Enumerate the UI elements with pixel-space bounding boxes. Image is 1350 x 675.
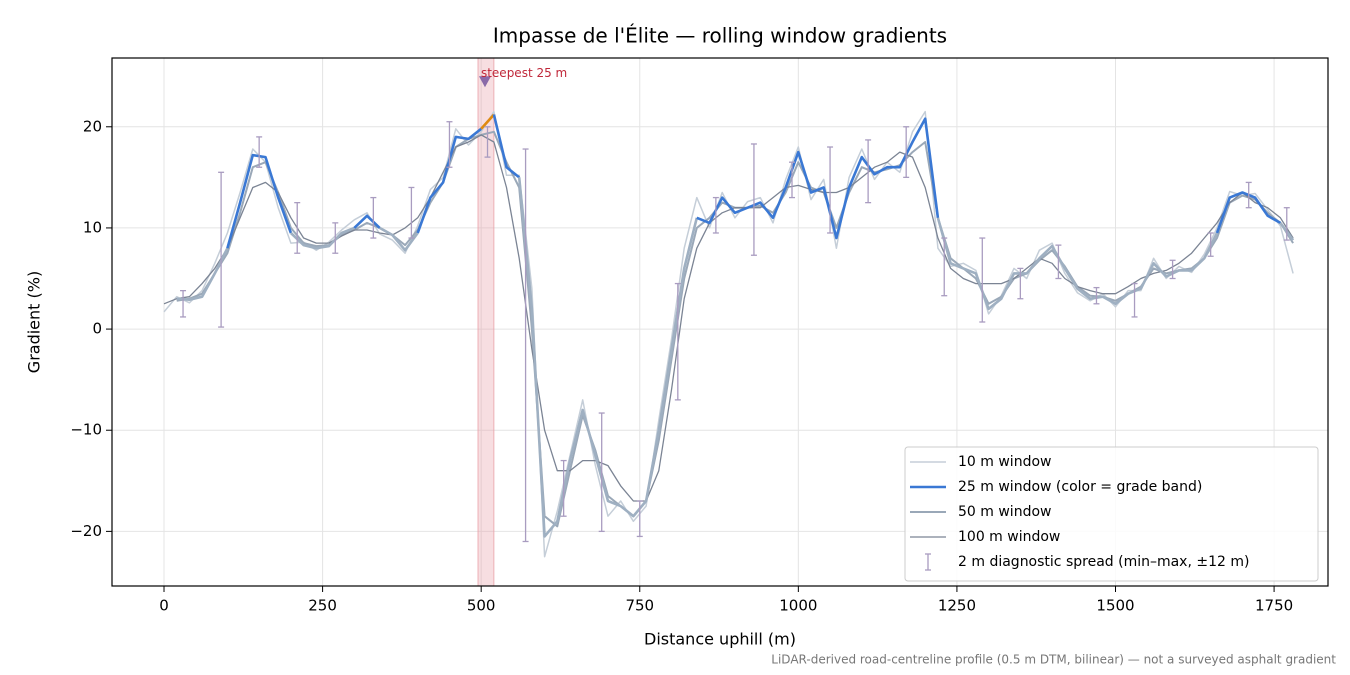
- legend-label: 50 m window: [958, 504, 1051, 520]
- error-bar: [1207, 232, 1214, 257]
- error-bar: [1017, 267, 1024, 300]
- line-segment: [379, 226, 419, 252]
- x-tick-label: 1000: [779, 597, 817, 615]
- line-segment: [936, 217, 1219, 311]
- error-bar: [180, 289, 187, 318]
- footnote: LiDAR-derived road-centreline profile (0…: [771, 653, 1336, 667]
- line-segment: [290, 226, 355, 250]
- legend-label: 2 m diagnostic spread (min–max, ±12 m): [958, 554, 1249, 570]
- legend-box: [904, 446, 1319, 582]
- line-segment: [176, 247, 229, 301]
- legend-label: 100 m window: [958, 529, 1060, 545]
- y-tick-label: −10: [70, 421, 102, 439]
- error-bar: [332, 222, 339, 254]
- legend-label: 25 m window (color = grade band): [958, 479, 1202, 495]
- x-tick-label: 1500: [1096, 597, 1134, 615]
- line: [163, 134, 1294, 502]
- error-bar: [636, 500, 643, 538]
- legend-swatch: [925, 553, 931, 571]
- error-bar: [674, 282, 681, 401]
- y-tick-label: 20: [83, 117, 102, 135]
- error-bar: [1245, 181, 1252, 209]
- error-bar: [788, 161, 795, 199]
- error-bar: [979, 237, 986, 323]
- legend: 10 m window 25 m window (color = grade ba…: [904, 446, 1319, 582]
- error-bar: [712, 196, 719, 234]
- chart-title: Impasse de l'Élite — rolling window grad…: [493, 24, 947, 48]
- line-segment: [492, 114, 521, 179]
- x-tick-label: 1250: [938, 597, 976, 615]
- error-bar: [484, 126, 491, 158]
- line-segment: [696, 117, 940, 240]
- error-bar: [865, 139, 872, 204]
- error-bar: [1169, 259, 1176, 280]
- line-segment: [353, 214, 381, 229]
- error-bar: [446, 121, 453, 168]
- error-bar: [408, 186, 415, 239]
- error-bar: [827, 146, 834, 234]
- error-bar: [598, 412, 605, 533]
- error-bar: [370, 196, 377, 239]
- error-bar: [941, 237, 948, 297]
- plot-frame: [111, 57, 1329, 587]
- y-tick-label: −20: [70, 522, 102, 540]
- error-bar: [903, 126, 910, 179]
- y-tick-label: 10: [83, 218, 102, 236]
- x-tick-label: 1750: [1255, 597, 1293, 615]
- y-tick-label: 0: [92, 320, 102, 338]
- error-bar: [1131, 282, 1138, 318]
- legend-label: 10 m window: [958, 454, 1051, 470]
- x-tick-label: 250: [308, 597, 337, 615]
- annotation-text: steepest 25 m: [481, 66, 567, 80]
- error-bar: [522, 148, 529, 543]
- error-bar: [560, 459, 567, 517]
- x-tick-label: 0: [159, 597, 169, 615]
- error-bar: [218, 171, 225, 328]
- error-bar: [1055, 244, 1062, 280]
- error-bar: [1093, 286, 1100, 305]
- x-tick-label: 750: [625, 597, 654, 615]
- line-segment: [517, 177, 699, 538]
- error-bar: [1283, 207, 1290, 241]
- x-tick-label: 500: [467, 597, 496, 615]
- line-segment: [480, 113, 495, 130]
- error-bar: [294, 201, 301, 254]
- error-bar: [750, 143, 757, 256]
- y-axis-label: Gradient (%): [25, 271, 44, 373]
- annotation-marker: [478, 76, 491, 88]
- error-bar: [256, 136, 263, 168]
- x-axis-label: Distance uphill (m): [644, 630, 796, 649]
